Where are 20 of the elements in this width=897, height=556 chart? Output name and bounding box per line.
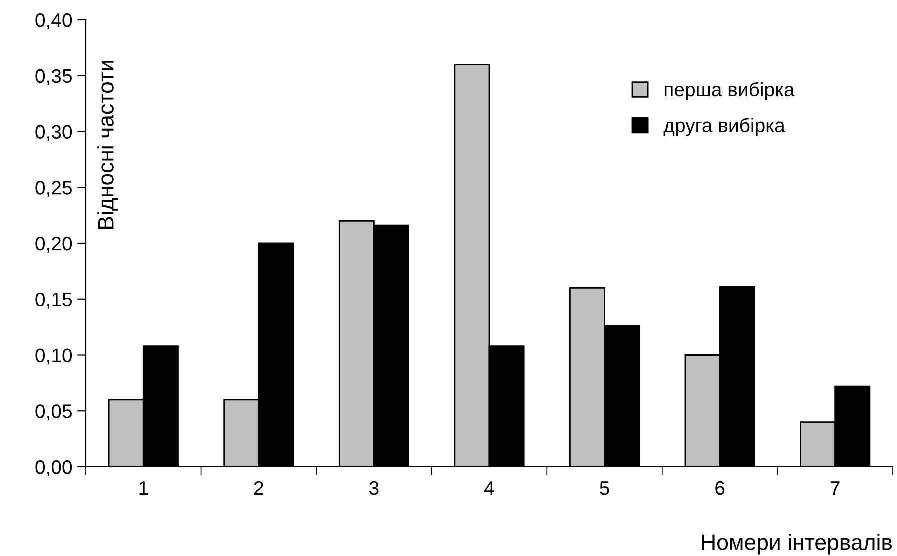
y-tick-label: 0,00 (36, 460, 72, 477)
legend-label: перша вибірка (664, 82, 795, 100)
y-tick-label: 0,15 (36, 292, 72, 309)
y-tick-label: 0,35 (36, 69, 72, 86)
x-tick-label: 3 (370, 481, 379, 496)
x-tick-label: 6 (716, 481, 725, 496)
y-tick-label: 0,20 (36, 236, 72, 254)
x-tick-label: 7 (830, 482, 840, 495)
x-tick-label: 2 (254, 481, 264, 495)
y-tick-label: 0,10 (36, 348, 72, 365)
x-tick-label: 4 (484, 482, 494, 495)
y-tick-label: 0,05 (36, 404, 72, 421)
y-tick-label: 0,30 (36, 125, 72, 142)
y-axis-title: Відносні частоти (98, 61, 118, 229)
y-tick-label: 0,40 (36, 13, 72, 30)
x-axis-title: Номери інтервалів (702, 534, 892, 555)
x-tick-label: 1 (140, 482, 148, 495)
y-tick-label: 0,25 (36, 181, 72, 198)
x-tick-label: 5 (600, 482, 610, 496)
legend-label: друга вибірка (664, 118, 786, 136)
